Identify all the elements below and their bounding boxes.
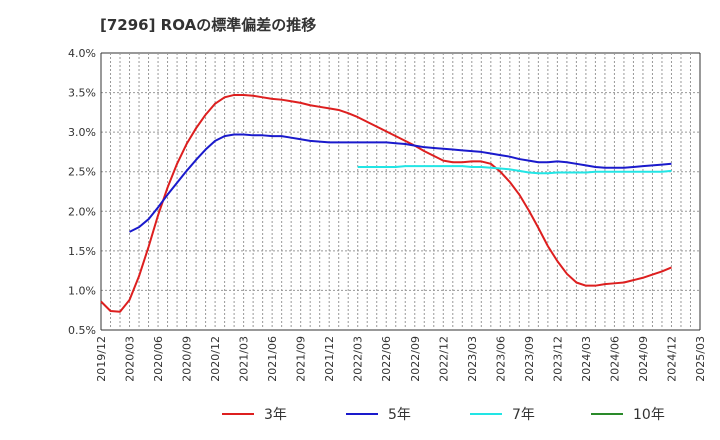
legend: 3年 5年 7年 10年 bbox=[222, 407, 665, 423]
x-tick-label: 2021/09 bbox=[295, 336, 308, 382]
series-line-3年 bbox=[100, 93, 672, 313]
x-tick-label: 2021/03 bbox=[238, 336, 251, 382]
y-tick-label: 2.0% bbox=[68, 205, 96, 218]
legend-label: 5年 bbox=[388, 407, 411, 423]
x-tick-label: 2024/12 bbox=[665, 336, 678, 382]
legend-label: 3年 bbox=[264, 407, 287, 423]
series-line-7年 bbox=[357, 165, 672, 175]
series-lines bbox=[100, 93, 672, 313]
x-tick-label: 2020/12 bbox=[209, 336, 222, 382]
plot-background bbox=[101, 53, 700, 330]
x-tick-label: 2022/12 bbox=[437, 336, 450, 382]
y-tick-label: 0.5% bbox=[68, 324, 96, 337]
x-tick-label: 2021/12 bbox=[323, 336, 336, 382]
y-axis-ticks: 0.5% 1.0% 1.5% 2.0% 2.5% 3.0% 3.5% 4.0% bbox=[68, 47, 96, 337]
y-tick-label: 1.0% bbox=[68, 284, 96, 297]
x-tick-label: 2019/12 bbox=[95, 336, 108, 382]
x-tick-label: 2020/03 bbox=[124, 336, 137, 382]
x-tick-label: 2023/12 bbox=[551, 336, 564, 382]
x-tick-label: 2023/09 bbox=[523, 336, 536, 382]
x-tick-label: 2024/03 bbox=[580, 336, 593, 382]
y-tick-label: 3.0% bbox=[68, 126, 96, 139]
x-tick-label: 2025/03 bbox=[694, 336, 707, 382]
x-tick-label: 2020/06 bbox=[152, 336, 165, 382]
x-tick-label: 2023/06 bbox=[494, 336, 507, 382]
y-tick-label: 1.5% bbox=[68, 245, 96, 258]
plot-area bbox=[101, 53, 700, 330]
x-tick-label: 2022/03 bbox=[352, 336, 365, 382]
chart-title: [7296] ROAの標準偏差の推移 bbox=[100, 16, 316, 34]
legend-item-7年: 7年 bbox=[470, 407, 535, 423]
x-axis-ticks: 2019/12 2020/03 2020/06 2020/09 2020/12 2021/… bbox=[95, 336, 707, 382]
x-tick-label: 2022/09 bbox=[409, 336, 422, 382]
legend-label: 10年 bbox=[633, 407, 665, 423]
x-tick-label: 2024/09 bbox=[637, 336, 650, 382]
legend-item-10年: 10年 bbox=[591, 407, 665, 423]
legend-item-3年: 3年 bbox=[222, 407, 287, 423]
x-tick-label: 2023/03 bbox=[466, 336, 479, 382]
series-line-5年 bbox=[129, 133, 672, 233]
legend-item-5年: 5年 bbox=[346, 407, 411, 423]
y-tick-label: 4.0% bbox=[68, 47, 96, 60]
y-tick-label: 2.5% bbox=[68, 166, 96, 179]
y-tick-label: 3.5% bbox=[68, 87, 96, 100]
x-tick-label: 2021/06 bbox=[266, 336, 279, 382]
legend-label: 7年 bbox=[512, 407, 535, 423]
grid-lines bbox=[100, 52, 701, 331]
x-tick-label: 2022/06 bbox=[380, 336, 393, 382]
x-tick-label: 2024/06 bbox=[608, 336, 621, 382]
x-tick-label: 2020/09 bbox=[181, 336, 194, 382]
